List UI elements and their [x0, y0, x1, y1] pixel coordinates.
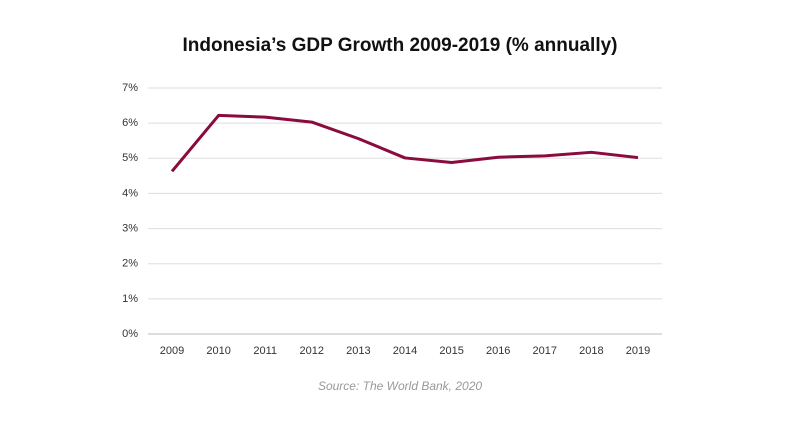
x-tick-label: 2011	[253, 345, 277, 357]
y-tick-label: 4%	[122, 187, 138, 199]
x-tick-label: 2010	[206, 345, 230, 357]
y-tick-label: 7%	[122, 82, 138, 94]
x-tick-label: 2013	[346, 345, 370, 357]
y-tick-label: 1%	[122, 293, 138, 305]
x-tick-label: 2018	[579, 345, 603, 357]
x-tick-label: 2012	[300, 345, 324, 357]
y-tick-label: 0%	[122, 328, 138, 340]
x-tick-label: 2014	[393, 345, 417, 357]
chart-title: Indonesia’s GDP Growth 2009-2019 (% annu…	[182, 35, 617, 56]
y-tick-label: 3%	[122, 222, 138, 234]
x-tick-label: 2019	[626, 345, 650, 357]
x-tick-label: 2016	[486, 345, 510, 357]
y-tick-label: 5%	[122, 152, 138, 164]
x-tick-label: 2009	[160, 345, 184, 357]
x-tick-label: 2017	[533, 345, 557, 357]
source-note: Source: The World Bank, 2020	[318, 379, 482, 393]
y-tick-label: 2%	[122, 258, 138, 270]
data-line	[170, 113, 639, 173]
y-tick-label: 6%	[122, 117, 138, 129]
x-tick-label: 2015	[439, 345, 463, 357]
